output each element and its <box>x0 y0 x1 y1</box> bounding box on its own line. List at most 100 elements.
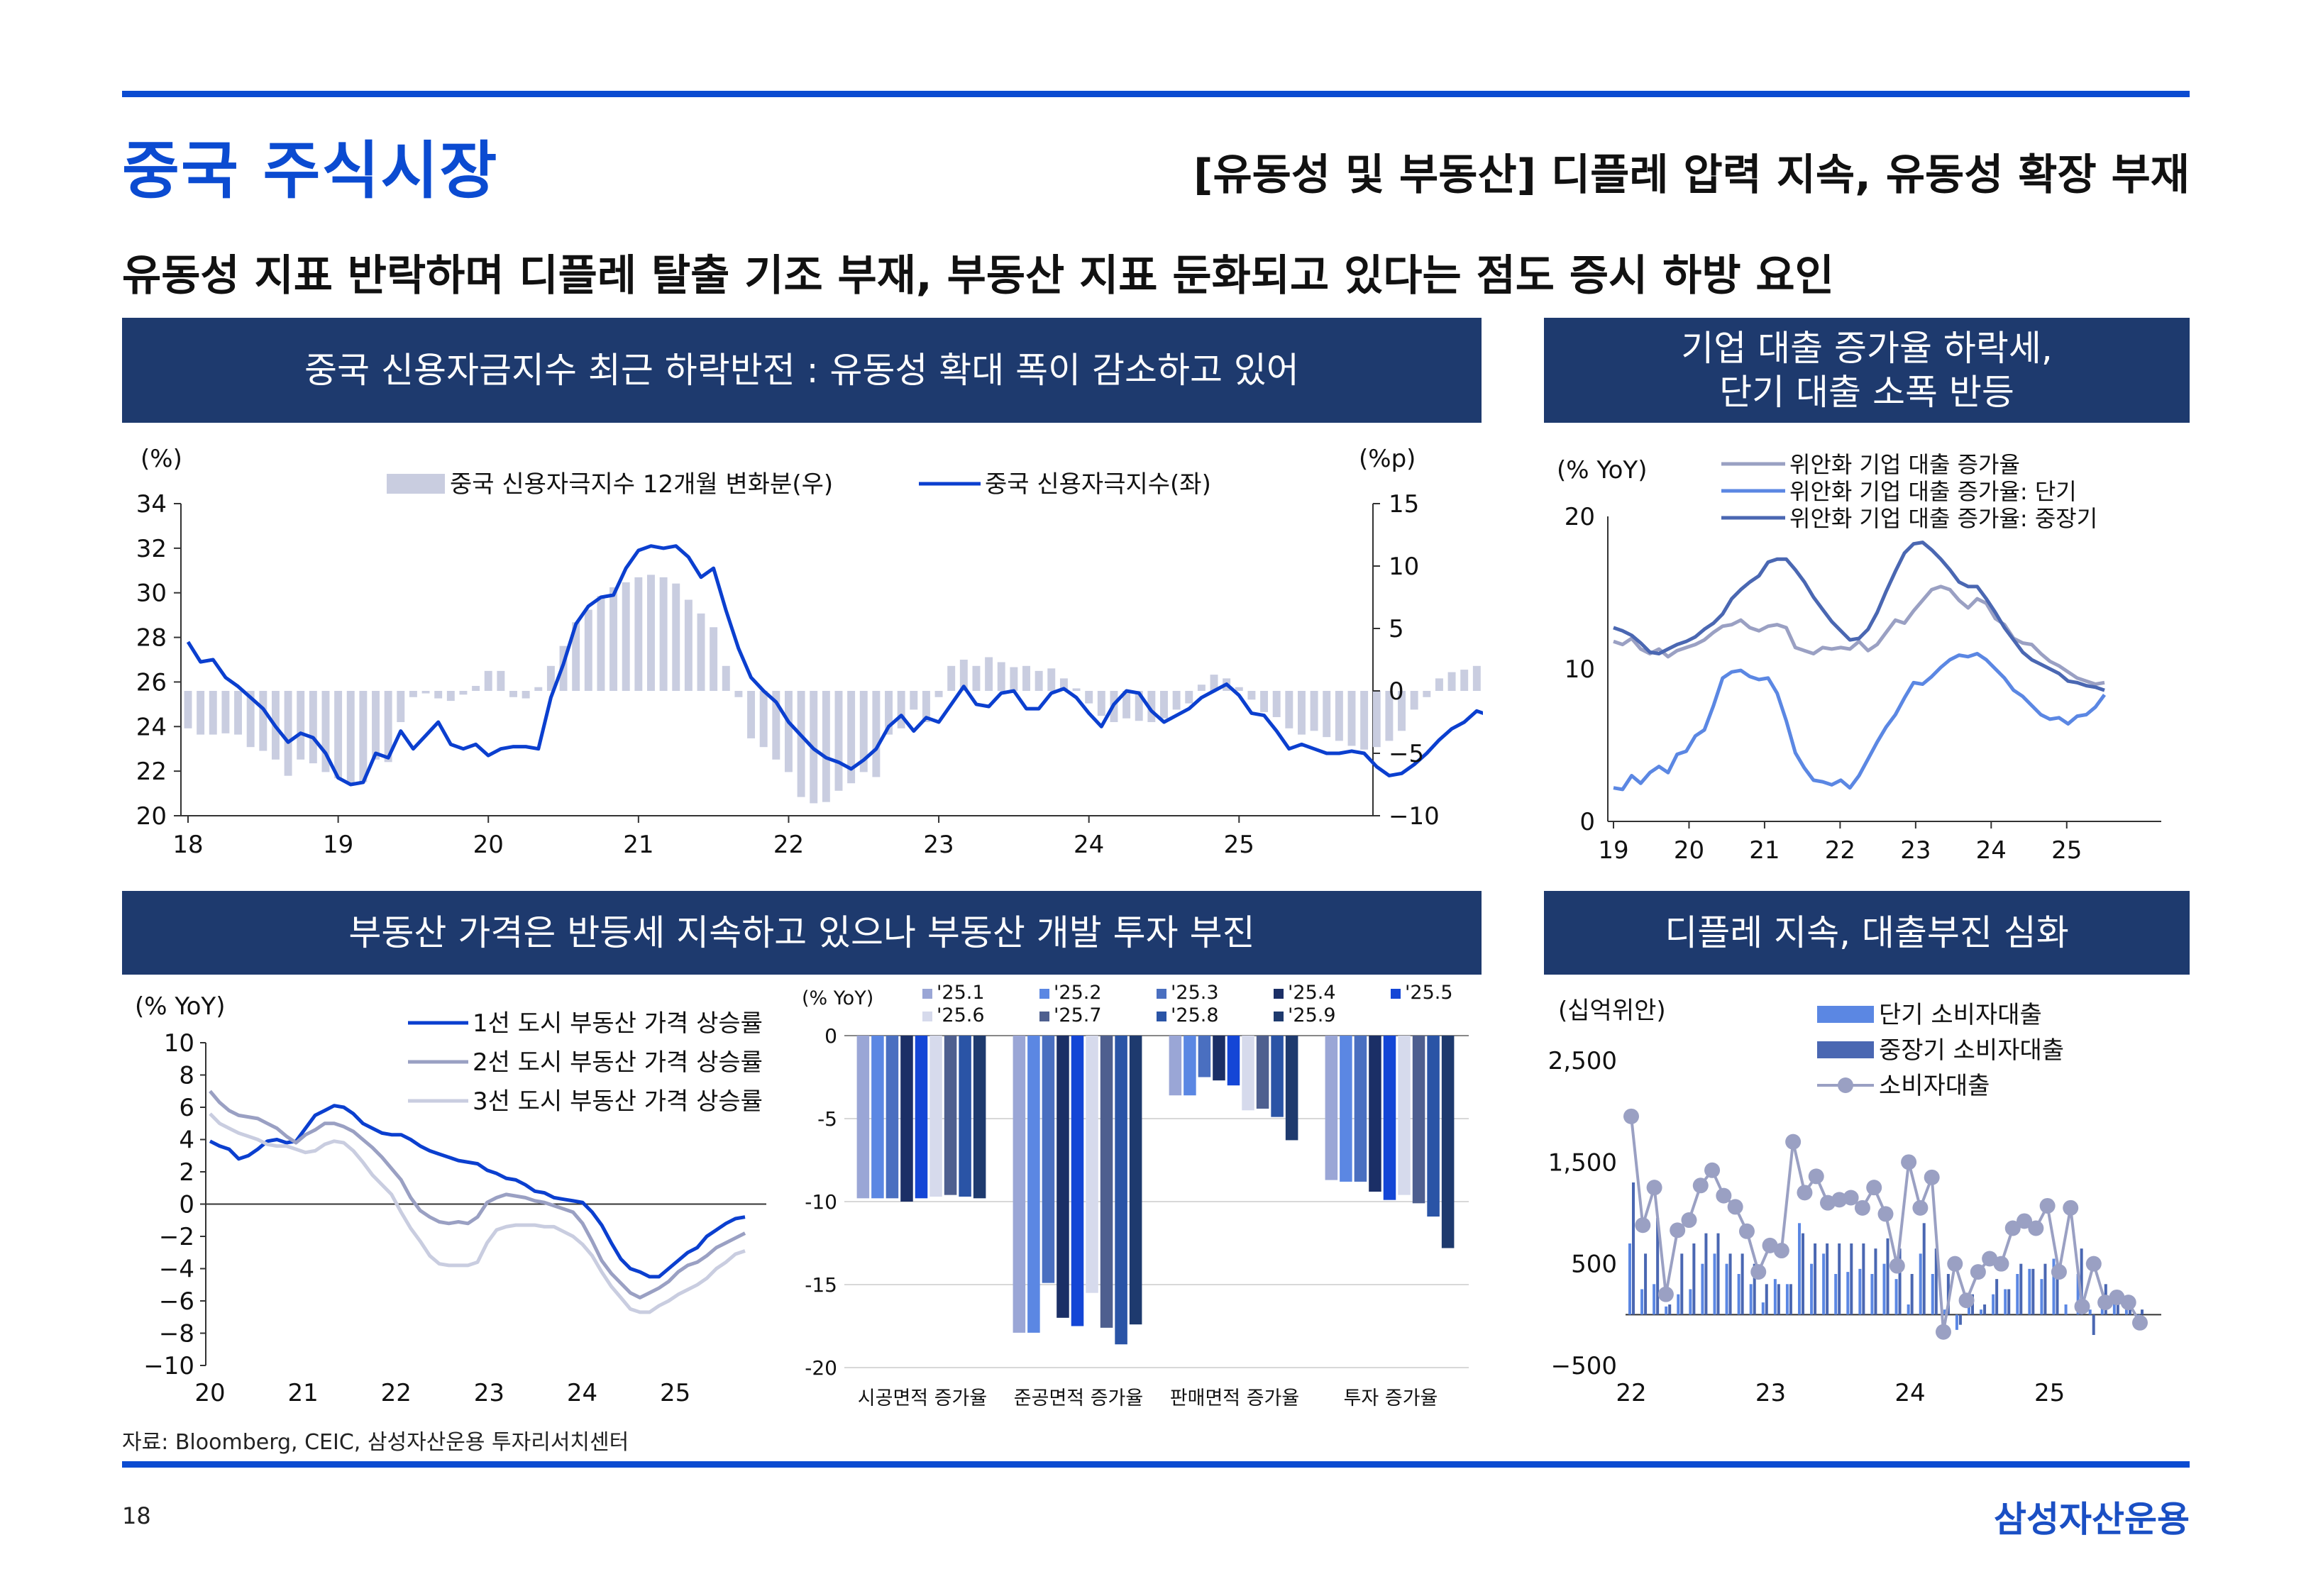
long-term-bar <box>1886 1238 1890 1315</box>
legend-label-0: 단기 소비자대출 <box>1879 1001 2042 1029</box>
x-tick-label: 20 <box>1674 836 1704 865</box>
long-term-bar <box>1850 1243 1853 1315</box>
long-term-bar <box>2080 1248 2083 1315</box>
credit-change-bar <box>784 691 793 772</box>
development-bar <box>1242 1036 1254 1111</box>
y-tick-label: −6 <box>159 1287 194 1316</box>
credit-change-bar <box>797 691 805 797</box>
credit-change-bar <box>197 691 205 735</box>
total-marker <box>1657 1286 1674 1302</box>
total-marker <box>1646 1180 1662 1196</box>
left-tick-label: 34 <box>136 490 167 519</box>
credit-change-bar <box>1247 691 1256 700</box>
total-marker <box>1716 1187 1732 1204</box>
credit-change-bar <box>284 691 292 776</box>
credit-change-bar <box>1323 691 1331 738</box>
total-marker <box>1704 1162 1721 1178</box>
short-term-bar <box>1773 1279 1777 1315</box>
short-term-bar <box>1846 1272 1850 1315</box>
total-marker <box>1935 1324 1951 1340</box>
short-term-bar <box>1870 1274 1874 1315</box>
y-tick-label: −500 <box>1551 1352 1617 1380</box>
development-bar <box>1169 1036 1182 1096</box>
total-marker <box>2085 1256 2102 1272</box>
credit-change-bar <box>622 582 630 691</box>
development-bar <box>1198 1036 1211 1077</box>
legend-swatch <box>922 1012 932 1021</box>
x-tick-label: 25 <box>2051 836 2082 865</box>
credit-change-bar <box>609 587 618 691</box>
y-tick-label: -5 <box>817 1107 837 1131</box>
credit-change-bar <box>1285 691 1293 728</box>
credit-change-bar <box>1172 691 1181 710</box>
left-tick-label: 28 <box>136 624 167 653</box>
short-term-bar <box>1737 1274 1740 1315</box>
series-line-0 <box>209 1104 746 1279</box>
legend-label-0: 1선 도시 부동산 가격 상승률 <box>473 1009 763 1038</box>
credit-change-bar <box>1122 691 1131 719</box>
credit-change-bar <box>759 691 768 748</box>
short-term-bar <box>1882 1263 1886 1315</box>
credit-change-bar <box>1372 691 1381 748</box>
total-marker <box>1635 1217 1651 1234</box>
long-term-bar <box>2031 1268 2035 1315</box>
y-tick-label: 10 <box>1565 655 1595 684</box>
development-bar <box>871 1036 884 1199</box>
credit-change-bar <box>647 575 655 691</box>
total-marker <box>2028 1220 2044 1236</box>
panel-title-property: 부동산 가격은 반등세 지속하고 있으나 부동산 개발 투자 부진 <box>348 911 1255 953</box>
credit-change-bar <box>1185 691 1193 704</box>
panel-title-corp-loans-line1: 기업 대출 증가율 하락세, <box>1681 327 2053 369</box>
long-term-bar <box>1838 1243 1841 1315</box>
section-subtitle: [유동성 및 부동산] 디플레 압력 지속, 유동성 확장 부재 <box>1193 150 2190 200</box>
credit-change-bar <box>722 665 730 691</box>
development-bar <box>1427 1036 1440 1217</box>
short-term-bar <box>2076 1274 2080 1315</box>
credit-change-bar <box>834 691 843 791</box>
development-bar <box>856 1036 870 1199</box>
development-bar <box>973 1036 986 1199</box>
credit-change-bar <box>1297 691 1306 735</box>
credit-change-bar <box>359 691 368 782</box>
y-axis-unit: (% YoY) <box>135 992 225 1021</box>
short-term-bar <box>1701 1263 1704 1315</box>
credit-change-bar <box>297 691 305 760</box>
series-line-1 <box>1613 652 2107 792</box>
x-tick-label: 19 <box>323 831 353 859</box>
total-marker <box>1866 1180 1882 1196</box>
credit-change-bar <box>910 691 918 710</box>
long-term-bar <box>2092 1314 2095 1335</box>
credit-change-bar <box>1447 672 1456 691</box>
credit-change-bar <box>1160 691 1168 719</box>
credit-change-bar <box>259 691 267 751</box>
x-tick-label: 21 <box>623 831 653 859</box>
credit-change-bar <box>421 691 430 694</box>
short-term-bar <box>1725 1263 1728 1315</box>
development-bar <box>1398 1036 1411 1195</box>
short-term-bar <box>2052 1258 2056 1315</box>
bottom-rule <box>122 1461 2190 1468</box>
short-term-bar <box>1858 1268 1862 1315</box>
credit-change-bar <box>1210 675 1218 691</box>
right-tick-label: 0 <box>1389 677 1404 706</box>
short-term-bar <box>2016 1274 2019 1315</box>
property-development-chart: 0 -5 -10 -15 -20 시공면적 증가율 준공면적 증가율 판매면적 증가율 투자 증… <box>802 982 1469 1409</box>
credit-change-bar <box>847 691 856 784</box>
short-term-bar <box>1689 1289 1692 1315</box>
total-marker <box>2074 1298 2090 1314</box>
development-bar <box>1115 1036 1127 1345</box>
development-bar <box>1100 1036 1113 1328</box>
legend-swatch <box>1274 1012 1284 1021</box>
long-term-bar <box>1862 1243 1865 1315</box>
y-tick-label: -20 <box>805 1356 837 1380</box>
y-axis-unit: (% YoY) <box>1557 456 1647 484</box>
long-term-bar <box>1814 1243 1817 1315</box>
total-marker <box>1958 1292 1975 1309</box>
short-term-bar <box>1992 1294 1995 1315</box>
credit-change-bar <box>1385 691 1394 741</box>
total-marker <box>2063 1199 2079 1216</box>
credit-change-bar <box>1272 691 1281 717</box>
x-tick-label: 20 <box>473 831 504 859</box>
development-bar <box>915 1036 928 1199</box>
left-tick-label: 22 <box>136 758 167 786</box>
